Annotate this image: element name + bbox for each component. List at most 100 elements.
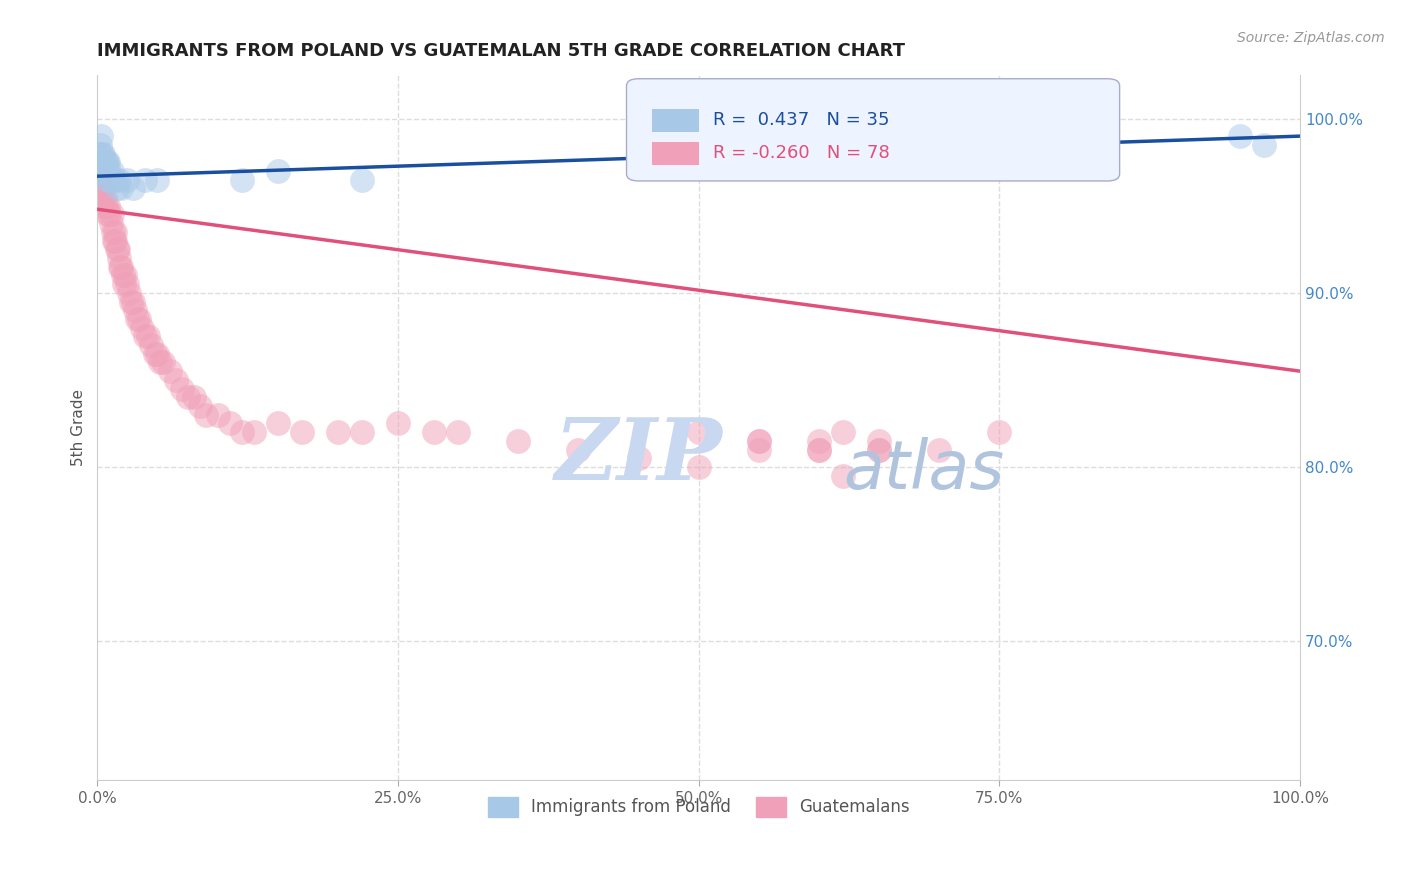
Point	[98, 164, 121, 178]
Point	[117, 172, 139, 186]
Point	[688, 459, 710, 474]
Point	[108, 251, 131, 265]
Point	[165, 373, 187, 387]
Point	[93, 181, 115, 195]
Point	[134, 329, 156, 343]
Point	[183, 390, 205, 404]
Point	[89, 146, 111, 161]
Point	[508, 434, 530, 448]
Point	[91, 146, 114, 161]
Point	[104, 172, 127, 186]
Point	[807, 434, 830, 448]
Point	[1253, 137, 1275, 152]
Point	[326, 425, 349, 439]
Point	[93, 164, 115, 178]
Point	[94, 164, 117, 178]
Point	[131, 320, 153, 334]
Point	[136, 329, 159, 343]
Point	[122, 294, 145, 309]
Legend: Immigrants from Poland, Guatemalans: Immigrants from Poland, Guatemalans	[479, 789, 918, 825]
Point	[242, 425, 264, 439]
Point	[104, 225, 127, 239]
Point	[988, 425, 1011, 439]
Point	[90, 129, 112, 144]
Point	[868, 442, 890, 457]
Point	[423, 425, 446, 439]
Point	[93, 146, 115, 161]
Point	[128, 312, 150, 326]
Point	[350, 172, 373, 186]
Point	[231, 425, 253, 439]
Text: R =  0.437   N = 35: R = 0.437 N = 35	[713, 112, 890, 129]
Point	[117, 277, 139, 292]
Point	[807, 442, 830, 457]
Point	[96, 155, 118, 169]
Point	[748, 434, 770, 448]
FancyBboxPatch shape	[627, 78, 1119, 181]
Point	[832, 425, 855, 439]
Point	[152, 355, 174, 369]
Point	[125, 312, 148, 326]
Point	[267, 417, 290, 431]
Point	[96, 172, 118, 186]
Point	[146, 347, 169, 361]
Point	[90, 190, 112, 204]
Point	[120, 294, 142, 309]
Point	[90, 181, 112, 195]
Point	[134, 172, 156, 186]
Point	[111, 268, 134, 283]
Y-axis label: 5th Grade: 5th Grade	[72, 389, 86, 467]
Point	[101, 207, 124, 221]
Point	[207, 408, 229, 422]
Point	[104, 234, 127, 248]
Point	[94, 155, 117, 169]
Point	[105, 242, 128, 256]
Point	[218, 417, 240, 431]
Point	[96, 207, 118, 221]
Point	[159, 364, 181, 378]
Point	[748, 434, 770, 448]
Point	[93, 164, 115, 178]
Point	[807, 442, 830, 457]
Point	[105, 181, 128, 195]
Point	[91, 155, 114, 169]
Point	[194, 408, 217, 422]
Text: IMMIGRANTS FROM POLAND VS GUATEMALAN 5TH GRADE CORRELATION CHART: IMMIGRANTS FROM POLAND VS GUATEMALAN 5TH…	[97, 42, 905, 60]
FancyBboxPatch shape	[651, 108, 699, 132]
Point	[188, 399, 211, 413]
Point	[101, 225, 124, 239]
Point	[93, 190, 115, 204]
Point	[87, 155, 110, 169]
Point	[114, 268, 136, 283]
Point	[89, 137, 111, 152]
Point	[108, 172, 131, 186]
Point	[108, 260, 131, 274]
Point	[868, 434, 890, 448]
Point	[89, 172, 111, 186]
Text: atlas: atlas	[844, 437, 1004, 503]
Text: R = -0.260   N = 78: R = -0.260 N = 78	[713, 145, 890, 162]
Point	[93, 190, 115, 204]
Point	[176, 390, 198, 404]
Point	[91, 199, 114, 213]
Point	[103, 234, 125, 248]
Point	[100, 216, 122, 230]
Point	[688, 425, 710, 439]
Point	[124, 303, 146, 318]
Point	[98, 172, 121, 186]
Point	[98, 207, 121, 221]
Point	[447, 425, 470, 439]
Point	[93, 155, 115, 169]
Point	[350, 425, 373, 439]
Point	[122, 181, 145, 195]
Text: ZIP: ZIP	[554, 414, 723, 498]
Point	[90, 164, 112, 178]
Point	[868, 442, 890, 457]
Point	[89, 181, 111, 195]
Point	[832, 468, 855, 483]
Point	[1229, 129, 1251, 144]
Point	[94, 199, 117, 213]
Point	[87, 164, 110, 178]
Point	[110, 181, 132, 195]
Point	[143, 347, 166, 361]
